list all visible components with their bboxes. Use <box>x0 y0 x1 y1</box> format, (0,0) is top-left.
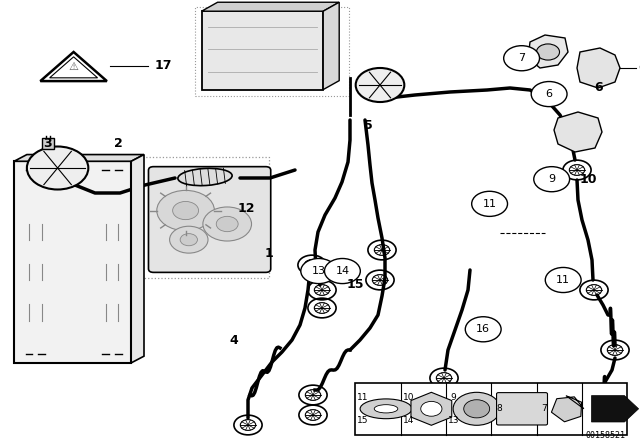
Text: 17: 17 <box>155 59 172 73</box>
Text: 7: 7 <box>518 53 525 63</box>
Circle shape <box>170 226 208 253</box>
Polygon shape <box>50 57 97 78</box>
Polygon shape <box>554 112 602 152</box>
Text: 10: 10 <box>403 393 414 402</box>
Circle shape <box>545 267 581 293</box>
Text: 15: 15 <box>357 416 369 425</box>
Circle shape <box>453 392 500 425</box>
Polygon shape <box>323 2 339 90</box>
Text: 3: 3 <box>44 137 52 150</box>
Text: 8: 8 <box>496 404 502 414</box>
Ellipse shape <box>178 168 232 185</box>
Polygon shape <box>528 35 568 68</box>
Text: 4: 4 <box>229 334 238 347</box>
Polygon shape <box>14 155 144 161</box>
Text: 13: 13 <box>312 266 326 276</box>
Text: 6: 6 <box>594 81 603 94</box>
Text: 16: 16 <box>476 324 490 334</box>
Polygon shape <box>411 392 452 425</box>
Text: 14: 14 <box>403 416 414 425</box>
Bar <box>202 11 323 90</box>
Text: 7: 7 <box>541 404 547 414</box>
Text: 9: 9 <box>451 393 456 402</box>
Polygon shape <box>202 2 339 11</box>
Circle shape <box>472 191 508 216</box>
Text: 15: 15 <box>346 278 364 291</box>
Text: 5: 5 <box>364 119 372 132</box>
Text: 9: 9 <box>548 174 556 184</box>
Text: 10: 10 <box>580 172 598 186</box>
Ellipse shape <box>360 399 412 419</box>
Bar <box>42 138 54 149</box>
Bar <box>14 161 131 363</box>
Polygon shape <box>577 48 620 88</box>
Text: 1: 1 <box>264 246 273 260</box>
Polygon shape <box>591 396 639 422</box>
Text: 6: 6 <box>638 63 640 73</box>
Circle shape <box>180 233 197 246</box>
Circle shape <box>531 82 567 107</box>
Circle shape <box>464 400 490 418</box>
Circle shape <box>536 44 559 60</box>
FancyBboxPatch shape <box>497 392 547 425</box>
Circle shape <box>504 46 540 71</box>
Circle shape <box>203 207 252 241</box>
Circle shape <box>301 258 337 284</box>
Text: 6: 6 <box>546 89 552 99</box>
Polygon shape <box>40 52 107 81</box>
Circle shape <box>157 190 214 231</box>
Text: 12: 12 <box>237 202 255 215</box>
Text: ⚠: ⚠ <box>68 62 79 72</box>
Polygon shape <box>552 396 584 422</box>
Polygon shape <box>131 155 144 363</box>
Bar <box>195 7 349 96</box>
Bar <box>355 383 627 435</box>
Circle shape <box>27 146 88 190</box>
Circle shape <box>465 317 501 342</box>
Circle shape <box>420 401 442 416</box>
Text: 13: 13 <box>448 416 460 425</box>
Text: 11: 11 <box>483 199 497 209</box>
Text: 14: 14 <box>335 266 349 276</box>
Text: 11: 11 <box>556 275 570 285</box>
Text: 2: 2 <box>114 137 123 150</box>
Bar <box>141 157 269 278</box>
Circle shape <box>216 216 238 232</box>
FancyBboxPatch shape <box>148 167 271 272</box>
Circle shape <box>324 258 360 284</box>
Circle shape <box>534 167 570 192</box>
Text: 00158521: 00158521 <box>586 431 626 440</box>
Circle shape <box>173 202 198 220</box>
Text: 11: 11 <box>357 393 369 402</box>
Ellipse shape <box>374 405 398 413</box>
Circle shape <box>356 68 404 102</box>
